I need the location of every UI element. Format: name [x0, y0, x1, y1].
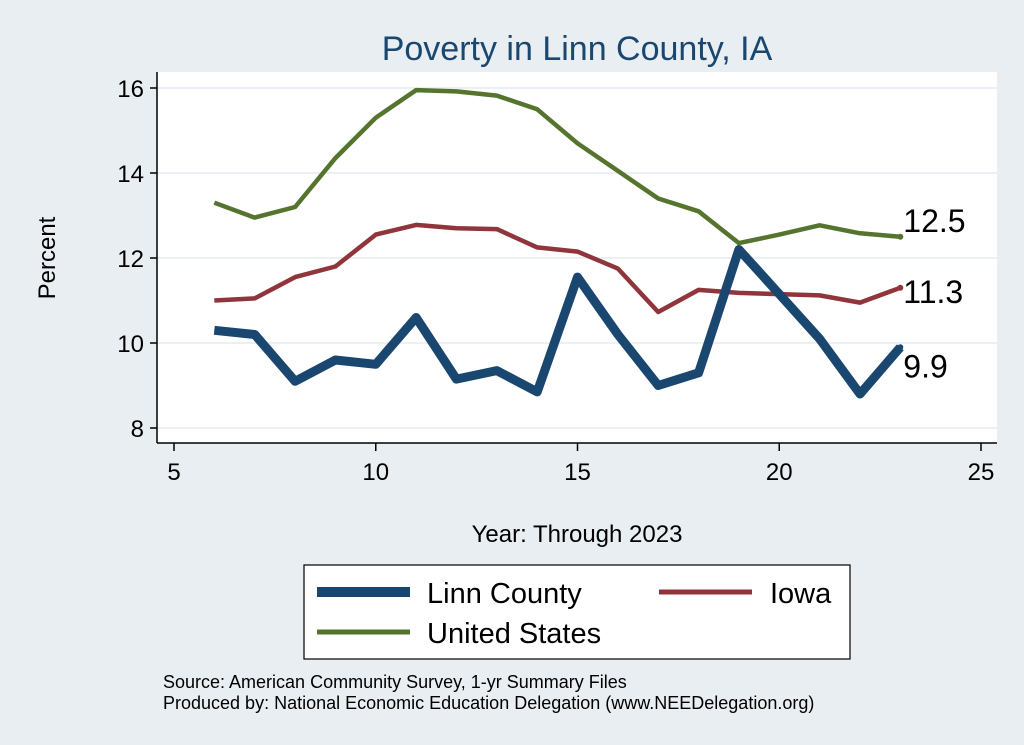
chart-title: Poverty in Linn County, IA — [382, 30, 773, 68]
series-line-united-states — [213, 87, 901, 246]
y-tick-label-12: 12 — [117, 246, 144, 273]
series-end-point-united-states — [897, 233, 904, 240]
y-tick-label-8: 8 — [131, 416, 144, 443]
end-label-linn-county: 9.9 — [903, 348, 947, 384]
legend-label-linn-county: Linn County — [427, 578, 582, 610]
legend-box — [303, 564, 851, 660]
x-axis-ticks: 5 10 15 20 25 — [167, 443, 994, 486]
x-tick-label-5: 5 — [167, 459, 180, 486]
end-value-labels: 9.9 11.3 12.5 — [903, 203, 965, 385]
legend: Linn County Iowa United States — [303, 564, 851, 660]
producer-note: Produced by: National Economic Education… — [163, 693, 814, 713]
series-lines — [213, 87, 904, 399]
x-tick-label-25: 25 — [968, 459, 995, 486]
source-note: Source: American Community Survey, 1-yr … — [163, 672, 627, 692]
x-axis-label: Year: Through 2023 — [472, 521, 683, 548]
series-line-linn-county — [213, 245, 904, 399]
x-tick-label-15: 15 — [564, 459, 591, 486]
x-tick-label-10: 10 — [362, 459, 389, 486]
y-axis-ticks: 8 10 12 14 16 — [117, 76, 157, 443]
y-tick-label-16: 16 — [117, 76, 144, 103]
end-label-united-states: 12.5 — [903, 203, 965, 239]
series-line-iowa — [214, 222, 902, 315]
legend-label-united-states: United States — [427, 618, 601, 650]
x-tick-label-20: 20 — [766, 459, 793, 486]
y-tick-label-14: 14 — [117, 161, 144, 188]
series-end-point-linn-county — [897, 344, 904, 351]
series-end-point-iowa — [897, 284, 904, 291]
end-label-iowa: 11.3 — [903, 274, 963, 310]
legend-label-iowa: Iowa — [770, 578, 832, 610]
y-tick-label-10: 10 — [117, 331, 144, 358]
y-axis-label: Percent — [34, 216, 61, 299]
gridlines — [157, 87, 997, 429]
